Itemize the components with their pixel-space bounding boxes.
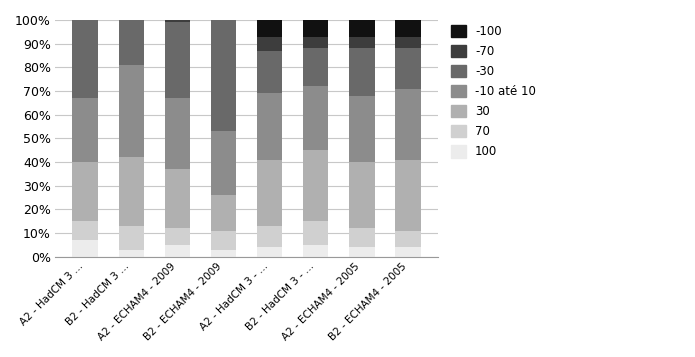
- Bar: [395, 231, 420, 247]
- Bar: [119, 157, 144, 226]
- Bar: [165, 98, 190, 169]
- Bar: [303, 221, 329, 245]
- Bar: [211, 195, 236, 231]
- Bar: [165, 228, 190, 245]
- Bar: [119, 226, 144, 250]
- Bar: [303, 36, 329, 49]
- Bar: [349, 247, 375, 257]
- Bar: [349, 49, 375, 96]
- Bar: [257, 160, 282, 226]
- Bar: [72, 98, 98, 162]
- Bar: [349, 36, 375, 49]
- Bar: [257, 226, 282, 247]
- Bar: [303, 150, 329, 221]
- Bar: [211, 131, 236, 195]
- Bar: [395, 20, 420, 36]
- Bar: [257, 94, 282, 160]
- Bar: [72, 240, 98, 257]
- Bar: [349, 96, 375, 162]
- Bar: [303, 20, 329, 36]
- Bar: [72, 221, 98, 240]
- Bar: [165, 169, 190, 228]
- Bar: [119, 65, 144, 157]
- Bar: [349, 228, 375, 247]
- Bar: [165, 20, 190, 22]
- Bar: [395, 160, 420, 231]
- Bar: [165, 22, 190, 98]
- Bar: [211, 20, 236, 131]
- Bar: [119, 250, 144, 257]
- Bar: [211, 250, 236, 257]
- Bar: [257, 36, 282, 51]
- Bar: [165, 245, 190, 257]
- Bar: [395, 247, 420, 257]
- Bar: [303, 49, 329, 86]
- Bar: [349, 20, 375, 36]
- Bar: [72, 162, 98, 221]
- Bar: [349, 162, 375, 228]
- Bar: [303, 245, 329, 257]
- Bar: [211, 231, 236, 250]
- Bar: [257, 247, 282, 257]
- Bar: [395, 49, 420, 89]
- Bar: [395, 89, 420, 160]
- Bar: [257, 20, 282, 36]
- Bar: [257, 51, 282, 94]
- Legend: -100, -70, -30, -10 até 10, 30, 70, 100: -100, -70, -30, -10 até 10, 30, 70, 100: [448, 21, 539, 162]
- Bar: [395, 36, 420, 49]
- Bar: [119, 20, 144, 65]
- Bar: [72, 20, 98, 98]
- Bar: [303, 86, 329, 150]
